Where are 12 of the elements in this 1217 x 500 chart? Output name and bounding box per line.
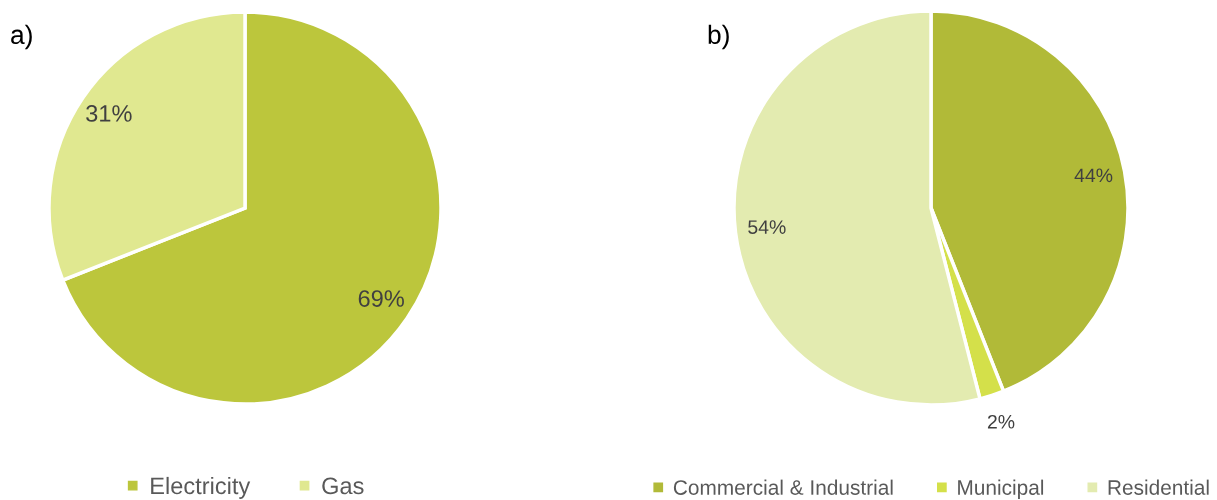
data-label: 54%	[748, 220, 786, 234]
chart-title: b)	[708, 24, 729, 50]
legend-label: Residential	[1108, 479, 1209, 495]
data-label: 31%	[86, 105, 132, 122]
legend-label: Commercial & Industrial	[673, 479, 893, 495]
legend-label: Gas	[322, 477, 364, 495]
data-label: 69%	[358, 290, 404, 307]
legend-label: Electricity	[151, 476, 251, 499]
legend-label: Municipal	[958, 479, 1044, 500]
data-label: 44%	[1074, 168, 1113, 183]
chart-title: a)	[11, 24, 32, 50]
data-label: 2%	[987, 414, 1015, 429]
